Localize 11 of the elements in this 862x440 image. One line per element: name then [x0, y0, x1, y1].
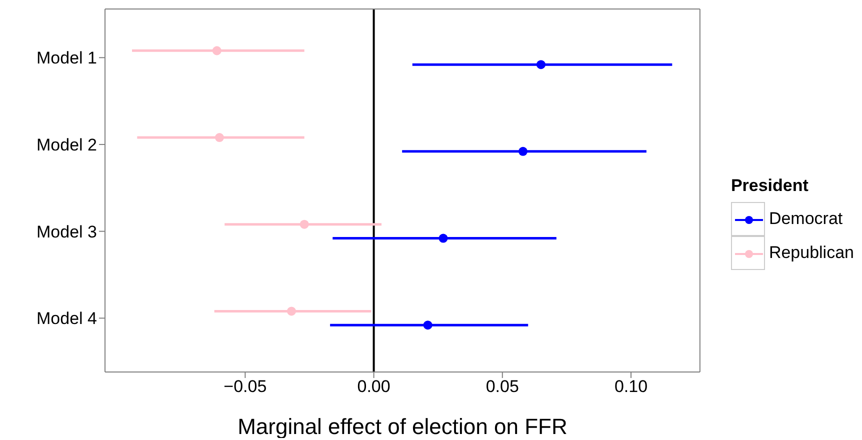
- y-tick-label: Model 1: [36, 48, 97, 68]
- x-tick-label: 0.05: [486, 377, 519, 396]
- x-tick-label: 0.00: [357, 377, 390, 396]
- x-tick-label: −0.05: [224, 377, 267, 396]
- y-tick-label: Model 4: [36, 309, 97, 328]
- y-tick-label: Model 3: [36, 222, 97, 242]
- y-tick-label: Model 2: [36, 136, 97, 155]
- x-tick-label: 0.10: [614, 377, 648, 396]
- legend-label: Democrat: [768, 209, 843, 229]
- legend-label: Republican: [768, 243, 854, 263]
- legend-title: President: [730, 176, 810, 196]
